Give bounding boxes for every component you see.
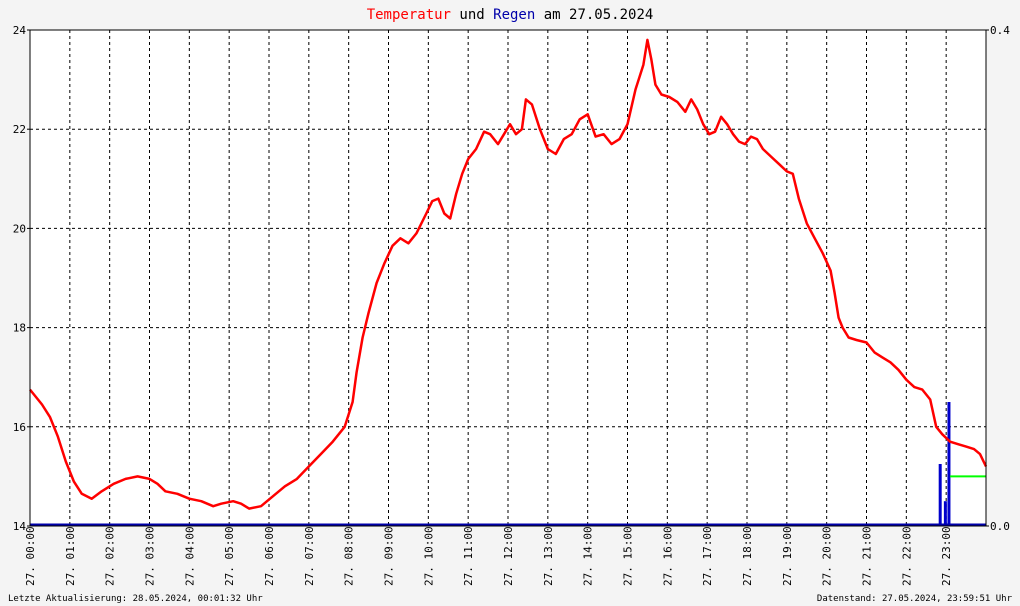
rain-bar	[947, 402, 951, 526]
x-tick-label: 27. 20:00	[821, 526, 834, 586]
axis-labels: 27. 00:00 27. 01:00 27. 02:00 27. 03:00 27. …	[13, 24, 1010, 586]
x-tick-label: 27. 13:00	[542, 526, 555, 586]
y-left-tick-label: 16	[13, 421, 26, 434]
chart-title: Temperatur und Regen am 27.05.2024	[367, 7, 654, 23]
y-left-tick-label: 18	[13, 322, 26, 335]
x-tick-label: 27. 11:00	[462, 526, 475, 586]
grid-lines	[30, 30, 986, 526]
x-tick-label: 27. 02:00	[104, 526, 117, 586]
x-tick-label: 27. 21:00	[861, 526, 874, 586]
plot-frame	[29, 29, 987, 527]
y-left-tick-label: 24	[13, 24, 27, 37]
x-tick-label: 27. 23:00	[940, 526, 953, 586]
rain-bar	[938, 464, 942, 526]
x-tick-label: 27. 15:00	[622, 526, 635, 586]
x-tick-label: 27. 22:00	[900, 526, 913, 586]
y-left-tick-label: 22	[13, 123, 26, 136]
x-tick-label: 27. 07:00	[303, 526, 316, 586]
x-tick-label: 27. 04:00	[183, 526, 196, 586]
title-date: am 27.05.2024	[535, 7, 653, 23]
y-left-tick-label: 14	[13, 520, 27, 533]
x-tick-label: 27. 03:00	[144, 526, 157, 586]
rain-bar	[943, 501, 947, 526]
x-tick-label: 27. 16:00	[661, 526, 674, 586]
y-left-tick-label: 20	[13, 222, 26, 235]
x-tick-label: 27. 14:00	[582, 526, 595, 586]
x-tick-label: 27. 19:00	[781, 526, 794, 586]
footer-data-status: Datenstand: 27.05.2024, 23:59:51 Uhr	[817, 594, 1013, 604]
x-tick-label: 27. 01:00	[64, 526, 77, 586]
y-right-tick-label: 0.4	[990, 24, 1010, 37]
series-layer	[29, 38, 988, 527]
x-tick-label: 27. 12:00	[502, 526, 515, 586]
footer-last-update: Letzte Aktualisierung: 28.05.2024, 00:01…	[8, 594, 263, 604]
title-and: und	[451, 7, 493, 23]
x-tick-label: 27. 00:00	[24, 526, 37, 586]
temperature-line	[29, 38, 988, 510]
x-tick-label: 27. 10:00	[422, 526, 435, 586]
x-tick-label: 27. 06:00	[263, 526, 276, 586]
title-rain: Regen	[493, 7, 535, 23]
x-tick-label: 27. 05:00	[223, 526, 236, 586]
x-tick-label: 27. 08:00	[343, 526, 356, 586]
x-tick-label: 27. 09:00	[383, 526, 396, 586]
x-tick-label: 27. 18:00	[741, 526, 754, 586]
y-right-tick-label: 0.0	[990, 520, 1010, 533]
title-temperature: Temperatur	[367, 7, 451, 23]
x-tick-label: 27. 17:00	[701, 526, 714, 586]
